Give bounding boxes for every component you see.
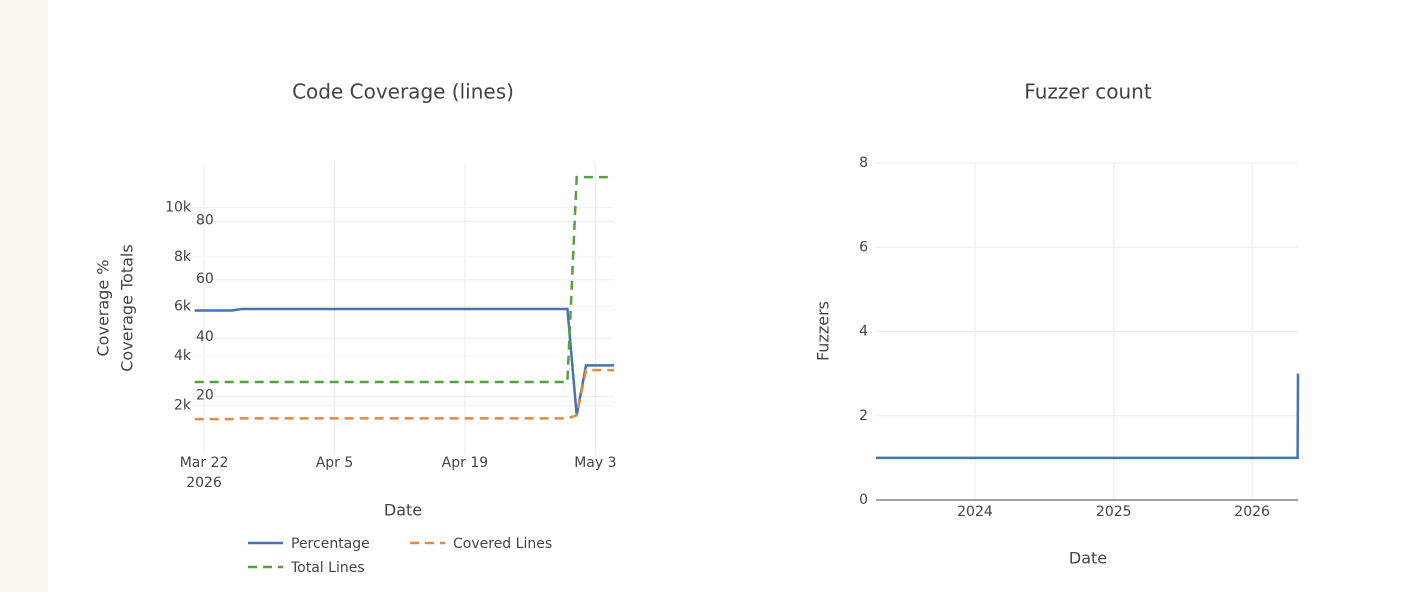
y2-tick-label: 8k: [174, 249, 192, 265]
x-tick-label: Apr 5: [316, 455, 354, 471]
series-line: [876, 373, 1300, 460]
y-axis-title: Coverage %: [94, 260, 113, 357]
x-tick-label: May 3: [574, 455, 616, 471]
x-tick-label: 2026: [1234, 504, 1270, 520]
legend-label: Covered Lines: [453, 536, 552, 552]
side-strip: [0, 0, 48, 592]
chart-title: Fuzzer count: [1024, 80, 1152, 104]
y-tick-label: 80: [196, 212, 214, 228]
y-tick-label: 6: [859, 239, 868, 255]
y2-tick-label: 10k: [165, 200, 192, 216]
y-axis-title: Fuzzers: [814, 301, 833, 361]
x-axis-title: Date: [1069, 549, 1107, 568]
x-tick-sublabel: 2026: [186, 475, 222, 491]
y-tick-label: 40: [196, 329, 214, 345]
series-line: [194, 307, 614, 416]
y-tick-label: 20: [196, 388, 214, 404]
series-line: [194, 175, 614, 384]
y-tick-label: 8: [859, 155, 868, 171]
y2-tick-label: 4k: [174, 348, 192, 364]
legend-label: Total Lines: [290, 560, 365, 576]
y2-tick-label: 2k: [174, 398, 192, 414]
legend-label: Percentage: [291, 536, 370, 552]
x-tick-label: Mar 22: [180, 455, 229, 471]
y-tick-label: 60: [196, 271, 214, 287]
y-tick-label: 2: [859, 408, 868, 424]
y2-tick-label: 6k: [174, 299, 192, 315]
x-tick-label: 2025: [1096, 504, 1132, 520]
y-tick-label: 4: [859, 324, 868, 340]
x-axis-title: Date: [384, 501, 422, 520]
y-tick-label: 0: [859, 492, 868, 508]
x-tick-label: Apr 19: [442, 455, 488, 471]
chart-title: Code Coverage (lines): [292, 80, 514, 104]
x-tick-label: 2024: [957, 504, 993, 520]
y2-axis-title: Coverage Totals: [118, 244, 137, 371]
series-line: [194, 368, 614, 421]
